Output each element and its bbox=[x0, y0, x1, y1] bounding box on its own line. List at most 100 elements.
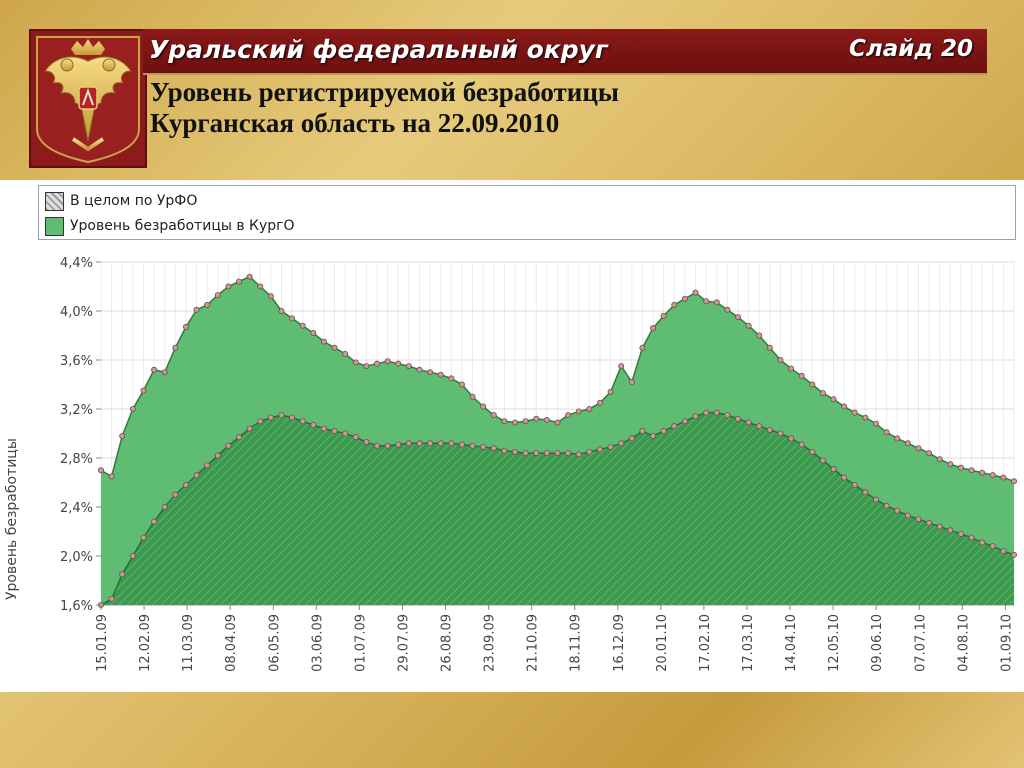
federal-point bbox=[565, 450, 572, 457]
regional-point bbox=[830, 396, 837, 403]
federal-point bbox=[278, 412, 285, 419]
regional-point bbox=[214, 292, 221, 299]
regional-point bbox=[872, 420, 879, 427]
regional-point bbox=[416, 366, 423, 373]
y-tick-label: 3,2% bbox=[60, 403, 93, 418]
federal-point bbox=[618, 440, 625, 447]
regional-point bbox=[501, 418, 508, 425]
regional-point bbox=[650, 325, 657, 332]
federal-point bbox=[374, 442, 381, 449]
regional-point bbox=[660, 312, 667, 319]
x-tick-label: 07.07.10 bbox=[913, 614, 928, 672]
regional-point bbox=[257, 283, 264, 290]
federal-point bbox=[395, 441, 402, 448]
regional-point bbox=[681, 295, 688, 302]
legend-label-regional: Уровень безработицы в КургО bbox=[70, 218, 295, 234]
federal-point bbox=[703, 409, 710, 416]
regional-point bbox=[894, 435, 901, 442]
legend-item-regional: Уровень безработицы в КургО bbox=[45, 215, 295, 237]
regional-point bbox=[458, 381, 465, 388]
federal-point bbox=[777, 430, 784, 437]
regional-point bbox=[320, 338, 327, 345]
slide-subtitle: Уровень регистрируемой безработицы Курга… bbox=[150, 77, 619, 139]
federal-point bbox=[947, 527, 954, 534]
federal-point bbox=[628, 435, 635, 442]
federal-point bbox=[267, 414, 274, 421]
federal-point bbox=[724, 412, 731, 419]
federal-point bbox=[894, 507, 901, 514]
federal-point bbox=[989, 543, 996, 550]
y-tick-label: 4,4% bbox=[60, 256, 93, 271]
federal-point bbox=[713, 409, 720, 416]
regional-point bbox=[554, 419, 561, 426]
regional-point bbox=[490, 412, 497, 419]
regional-point bbox=[331, 344, 338, 351]
federal-point bbox=[299, 418, 306, 425]
x-tick-label: 15.01.09 bbox=[95, 614, 110, 672]
federal-point bbox=[915, 516, 922, 523]
regional-point bbox=[883, 429, 890, 436]
federal-point bbox=[543, 450, 550, 457]
legend-item-federal: В целом по УрФО bbox=[45, 190, 197, 212]
federal-point bbox=[384, 442, 391, 449]
regional-point bbox=[841, 403, 848, 410]
federal-point bbox=[331, 428, 338, 435]
federal-point bbox=[225, 442, 232, 449]
regional-point bbox=[979, 469, 986, 476]
x-tick-label: 21.10.09 bbox=[526, 614, 541, 672]
x-tick-label: 18.11.09 bbox=[569, 614, 584, 672]
regional-point bbox=[596, 399, 603, 406]
federal-point bbox=[841, 474, 848, 481]
regional-point bbox=[936, 456, 943, 463]
regional-point bbox=[575, 408, 582, 415]
regional-point bbox=[161, 369, 168, 376]
federal-point bbox=[512, 448, 519, 455]
federal-point bbox=[788, 435, 795, 442]
federal-point bbox=[469, 442, 476, 449]
federal-point bbox=[819, 457, 826, 464]
regional-point bbox=[182, 323, 189, 330]
x-tick-label: 04.08.10 bbox=[956, 614, 971, 672]
regional-point bbox=[395, 360, 402, 367]
y-tick-label: 2,4% bbox=[60, 501, 93, 516]
federal-point bbox=[650, 432, 657, 439]
x-tick-label: 29.07.09 bbox=[396, 614, 411, 672]
federal-point bbox=[129, 552, 136, 559]
y-tick-label: 2,0% bbox=[60, 550, 93, 565]
federal-point bbox=[798, 441, 805, 448]
federal-point bbox=[363, 439, 370, 446]
federal-point bbox=[586, 448, 593, 455]
regional-point bbox=[342, 350, 349, 357]
federal-point bbox=[490, 445, 497, 452]
federal-point bbox=[809, 448, 816, 455]
regional-point bbox=[267, 293, 274, 300]
regional-point bbox=[469, 393, 476, 400]
x-tick-label: 17.03.10 bbox=[741, 614, 756, 672]
federal-point bbox=[501, 447, 508, 454]
regional-point bbox=[374, 360, 381, 367]
federal-point bbox=[1011, 551, 1018, 558]
federal-point bbox=[480, 443, 487, 450]
regional-point bbox=[968, 467, 975, 474]
federal-point bbox=[904, 512, 911, 519]
federal-point bbox=[310, 421, 317, 428]
federal-series-area bbox=[101, 412, 1014, 605]
federal-point bbox=[766, 426, 773, 433]
regional-point bbox=[798, 372, 805, 379]
x-tick-label: 01.09.10 bbox=[999, 614, 1014, 672]
federal-point bbox=[236, 434, 243, 441]
federal-point bbox=[979, 539, 986, 546]
regional-point bbox=[862, 414, 869, 421]
y-tick-label: 3,6% bbox=[60, 354, 93, 369]
regional-point bbox=[310, 330, 317, 337]
federal-point bbox=[681, 418, 688, 425]
regional-point bbox=[119, 432, 126, 439]
regional-point bbox=[543, 417, 550, 424]
double-headed-eagle-icon bbox=[36, 36, 140, 164]
regional-point bbox=[289, 315, 296, 322]
federal-point bbox=[320, 425, 327, 432]
regional-point bbox=[947, 461, 954, 468]
federal-point bbox=[172, 491, 179, 498]
federal-point bbox=[342, 430, 349, 437]
regional-point bbox=[363, 363, 370, 370]
